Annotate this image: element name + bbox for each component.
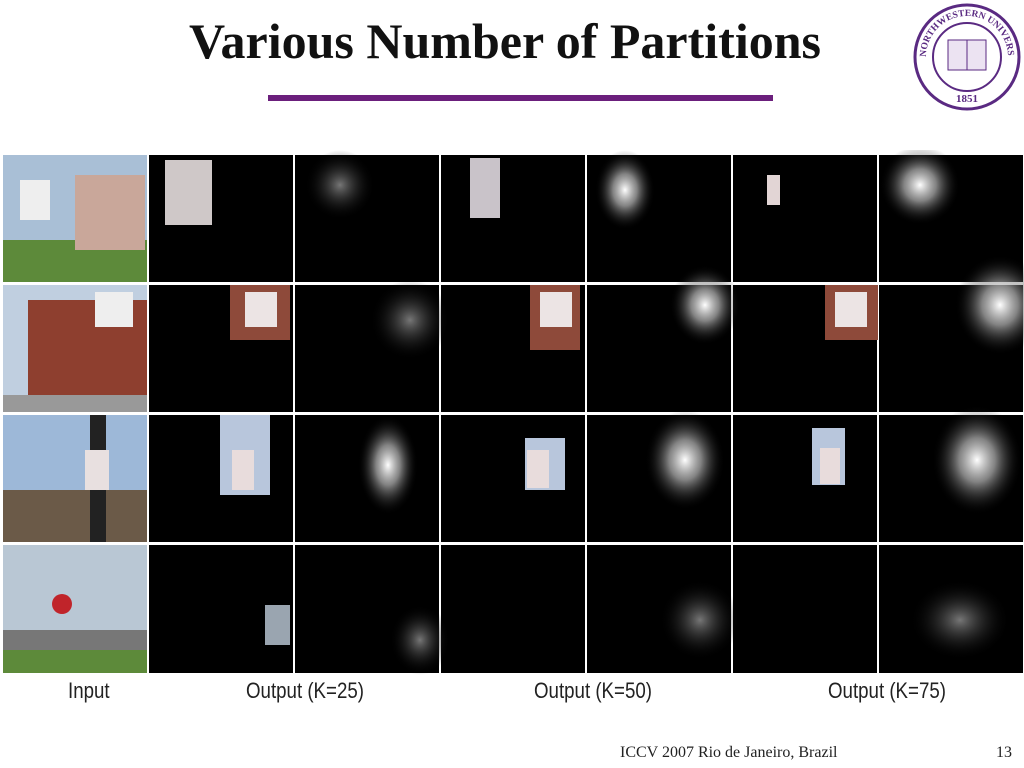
university-logo: NORTHWESTERN UNIVERSITY 1851 [912,2,1021,111]
caption: Output (K=25) [246,678,364,703]
caption: Output (K=50) [534,678,652,703]
slide-title: Various Number of Partitions [189,13,821,69]
image-cell [441,155,585,282]
image-cell [733,415,877,542]
result-grid [3,150,1024,675]
caption: Output (K=75) [828,678,946,703]
image-cell [733,545,877,673]
footer-venue: ICCV 2007 Rio de Janeiro, Brazil [620,744,838,761]
page-number: 13 [996,744,1012,761]
image-cell [733,155,877,282]
image-cell [441,545,585,673]
caption: Input [68,678,110,703]
title-rule [268,95,773,101]
logo-year: 1851 [956,93,978,105]
